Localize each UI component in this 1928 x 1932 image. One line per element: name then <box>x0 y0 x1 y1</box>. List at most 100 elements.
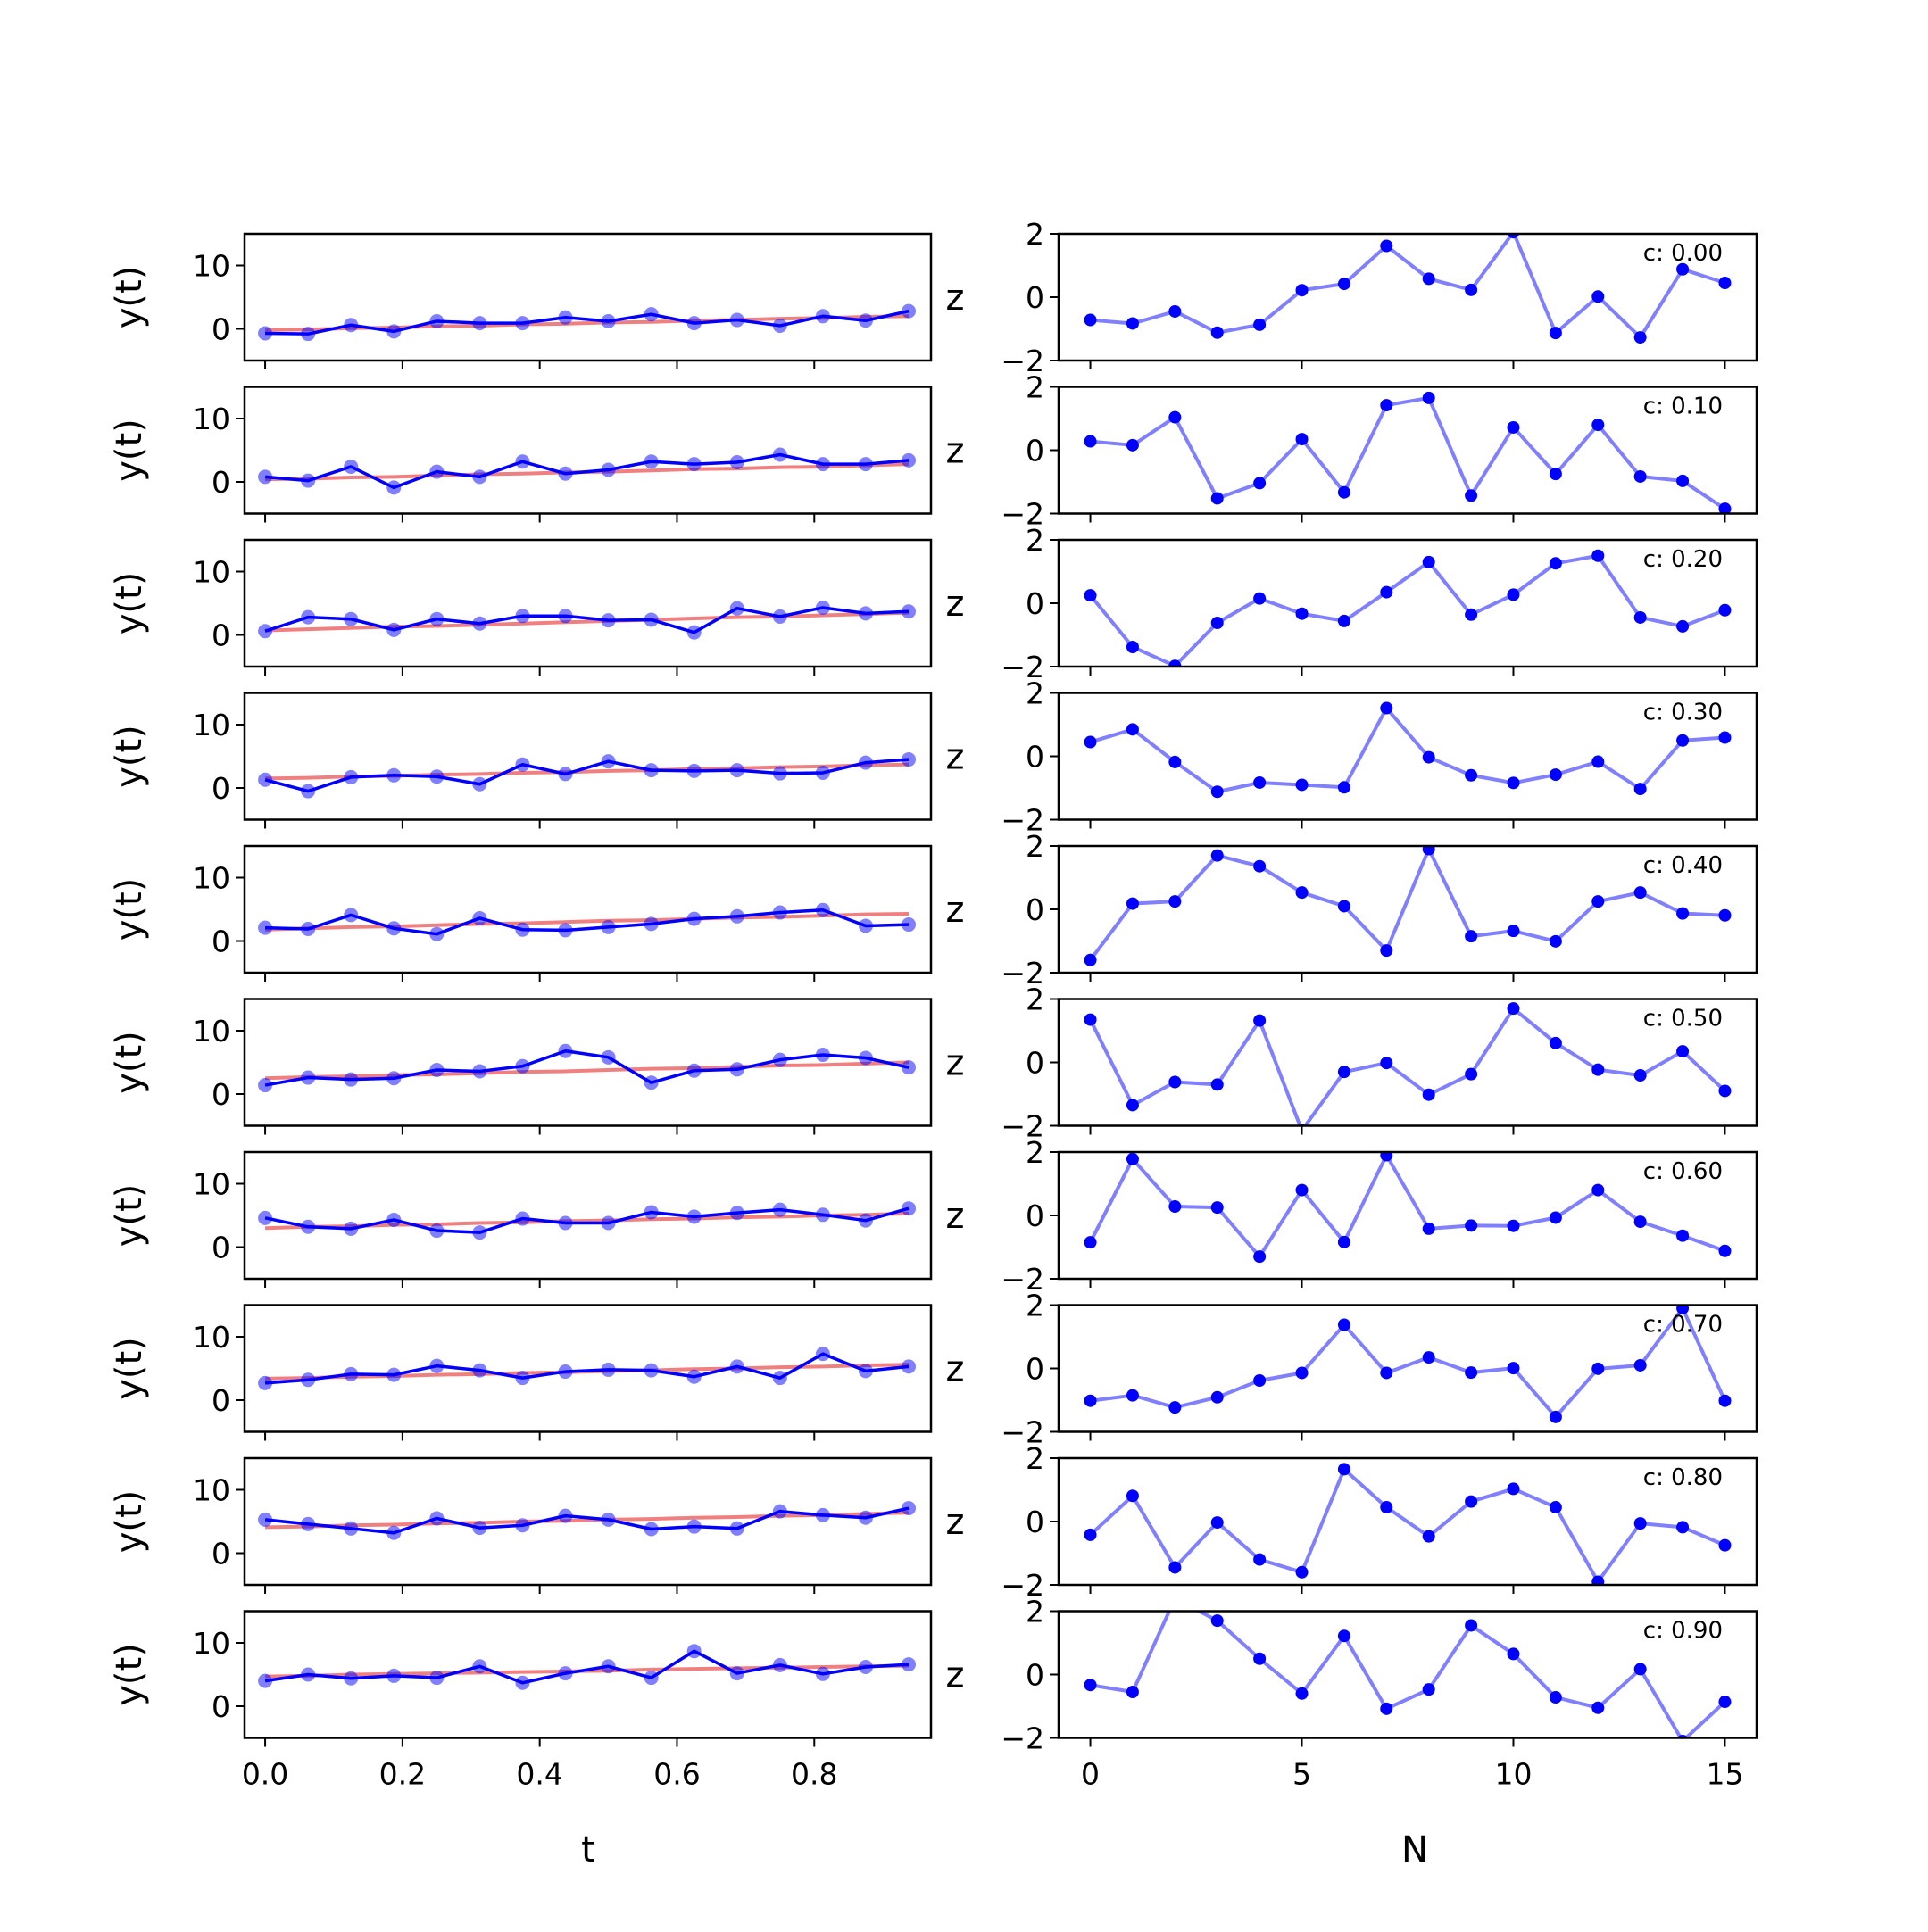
data-point <box>902 604 917 619</box>
data-point <box>1380 239 1393 253</box>
fit-line <box>265 1511 910 1530</box>
right-subplot-5: −2 0 2 z c: 0.50 <box>946 983 1758 1144</box>
data-point <box>1422 1530 1435 1543</box>
data-point <box>902 917 917 933</box>
plot-area <box>258 1644 917 1690</box>
data-point <box>1633 469 1647 483</box>
data-point <box>1168 304 1182 318</box>
data-point <box>1210 1201 1224 1215</box>
data-point <box>1633 610 1647 624</box>
plot-area <box>258 303 917 342</box>
data-point <box>1295 607 1309 620</box>
y-axis-label: y(t) <box>109 572 150 635</box>
data-point <box>1422 272 1435 286</box>
right-subplot-7: −2 0 2 z c: 0.70 <box>946 1289 1758 1450</box>
subplot-grid: 0 10 y(t) 0 10 y(t) 0 10 y(t) 0 10 y(t) 0 10 y(t) 0 10 y(… <box>109 217 1758 1792</box>
axes-frame <box>243 844 933 974</box>
data-point <box>1295 886 1309 900</box>
y-tick-label: −2 <box>1001 803 1044 838</box>
y-tick-label: −2 <box>1001 1262 1044 1297</box>
y-tick-label: 10 <box>193 1167 230 1202</box>
data-point <box>1380 1366 1393 1380</box>
data-point <box>1549 1501 1562 1514</box>
y-tick-label: 10 <box>193 861 230 896</box>
left-subplot-6: 0 10 y(t) <box>109 1150 933 1288</box>
data-point <box>1295 1366 1309 1380</box>
plot-area <box>1084 391 1732 514</box>
data-point <box>1253 775 1267 789</box>
data-point <box>1210 785 1224 799</box>
data-point <box>1507 1647 1520 1661</box>
y-tick-label: 10 <box>193 1320 230 1355</box>
data-point <box>1422 1351 1435 1364</box>
data-point <box>1676 262 1690 276</box>
data-point <box>1337 614 1350 627</box>
data-point <box>1380 585 1393 599</box>
data-point <box>1126 1152 1139 1165</box>
data-point <box>1126 640 1139 653</box>
x-tick-label: 5 <box>1292 1757 1311 1792</box>
series-line <box>264 1649 910 1685</box>
axes-frame <box>243 232 933 362</box>
data-point <box>1633 331 1647 344</box>
plot-area <box>1084 1152 1732 1264</box>
y-tick-label: 2 <box>1026 217 1044 252</box>
data-point <box>1168 1561 1182 1574</box>
x-tick-label: 10 <box>1494 1757 1532 1792</box>
y-axis-label: z <box>946 890 965 931</box>
data-point <box>1549 327 1562 340</box>
data-point <box>1507 1482 1520 1496</box>
data-point <box>1633 1517 1647 1530</box>
data-point <box>1295 778 1309 792</box>
x-tick-label: 0.2 <box>379 1757 426 1792</box>
y-tick-label: 0 <box>212 925 230 959</box>
data-point <box>1507 420 1520 434</box>
data-point <box>1084 1679 1097 1692</box>
left-subplot-3: 0 10 y(t) <box>109 692 933 829</box>
data-point <box>1253 477 1267 490</box>
data-point <box>1422 1222 1435 1235</box>
plot-area <box>1084 1002 1732 1126</box>
correlation-label: c: 0.40 <box>1643 852 1723 879</box>
y-tick-label: 10 <box>193 1473 230 1508</box>
data-point <box>1549 1211 1562 1224</box>
data-point <box>1465 768 1478 782</box>
y-tick-label: 0 <box>212 1383 230 1418</box>
right-subplot-8: −2 0 2 z c: 0.80 <box>946 1441 1758 1603</box>
noise-line <box>1090 234 1726 340</box>
y-tick-label: 2 <box>1026 983 1044 1017</box>
left-subplot-9: 0 10 0.0 0.2 0.4 0.6 0.8 y(t) <box>109 1610 933 1792</box>
data-point <box>1253 1250 1267 1264</box>
right-subplot-2: −2 0 2 z c: 0.20 <box>946 523 1758 684</box>
y-tick-label: 2 <box>1026 829 1044 864</box>
x-tick-label: 0.6 <box>653 1757 700 1792</box>
data-point <box>1591 419 1605 432</box>
data-point <box>1084 1394 1097 1407</box>
y-tick-label: 0 <box>1026 740 1044 775</box>
data-point <box>1084 435 1097 448</box>
y-tick-label: 10 <box>193 1014 230 1049</box>
data-point <box>1126 1489 1139 1503</box>
y-tick-label: 0 <box>1026 1505 1044 1539</box>
noise-line <box>1088 553 1726 667</box>
data-point <box>1253 859 1267 873</box>
left-subplot-1: 0 10 y(t) <box>109 386 933 523</box>
data-point <box>1210 849 1224 862</box>
y-tick-label: 0 <box>1026 280 1044 315</box>
data-point <box>902 1359 917 1374</box>
data-point <box>1084 1236 1097 1249</box>
noise-line <box>1090 1306 1727 1419</box>
data-point <box>1168 895 1182 908</box>
data-point <box>1422 1683 1435 1696</box>
y-axis-label: z <box>946 584 965 625</box>
plot-area <box>1084 1611 1732 1738</box>
data-point <box>1337 1235 1350 1248</box>
correlation-label: c: 0.20 <box>1643 546 1723 573</box>
plot-area <box>1084 1305 1732 1423</box>
y-axis-label: y(t) <box>109 1490 150 1554</box>
data-point <box>1465 1219 1478 1232</box>
noise-line <box>1089 1467 1726 1584</box>
y-tick-label: −2 <box>1001 650 1044 684</box>
data-point <box>1210 1614 1224 1628</box>
y-tick-label: 0 <box>1026 1352 1044 1387</box>
